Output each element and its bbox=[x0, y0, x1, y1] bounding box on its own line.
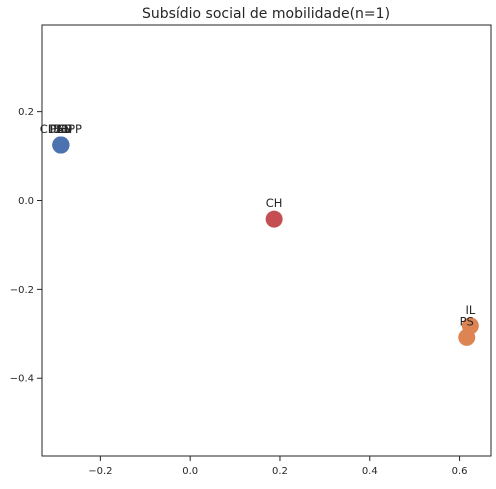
x-tick-label: −0.2 bbox=[88, 466, 112, 477]
x-tick-label: 0.0 bbox=[182, 466, 198, 477]
data-label-cds-pp: CDS-PP bbox=[40, 122, 82, 136]
data-label-pan: PAN bbox=[50, 122, 73, 136]
data-label-be: BE bbox=[53, 122, 68, 136]
y-tick-label: 0.2 bbox=[18, 107, 34, 118]
x-tick-label: 0.2 bbox=[272, 466, 288, 477]
data-points bbox=[52, 136, 479, 346]
y-tick-label: −0.2 bbox=[10, 285, 34, 296]
x-tick-label: 0.6 bbox=[452, 466, 468, 477]
x-tick-label: 0.4 bbox=[362, 466, 378, 477]
data-label-psd: PSD bbox=[49, 122, 72, 136]
y-tick-label: −0.4 bbox=[10, 374, 34, 385]
y-axis: 0.2 0.0 −0.2 −0.4 bbox=[10, 107, 42, 385]
chart-title: Subsídio social de mobilidade(n=1) bbox=[142, 6, 390, 22]
data-point-ch bbox=[265, 210, 283, 228]
x-axis: −0.2 0.0 0.2 0.4 0.6 bbox=[88, 456, 468, 477]
data-label-ps: PS bbox=[460, 314, 474, 328]
data-label-l: L bbox=[58, 122, 65, 136]
data-point-ps bbox=[458, 328, 476, 346]
data-point-cds-pp bbox=[52, 136, 70, 154]
data-label-pev: PEV bbox=[50, 122, 72, 136]
data-label-ch: CH bbox=[266, 196, 283, 210]
data-label-il: IL bbox=[465, 303, 475, 317]
plot-frame bbox=[41, 24, 492, 457]
data-label-pcp: PCP bbox=[50, 122, 72, 136]
y-tick-label: 0.0 bbox=[18, 196, 34, 207]
